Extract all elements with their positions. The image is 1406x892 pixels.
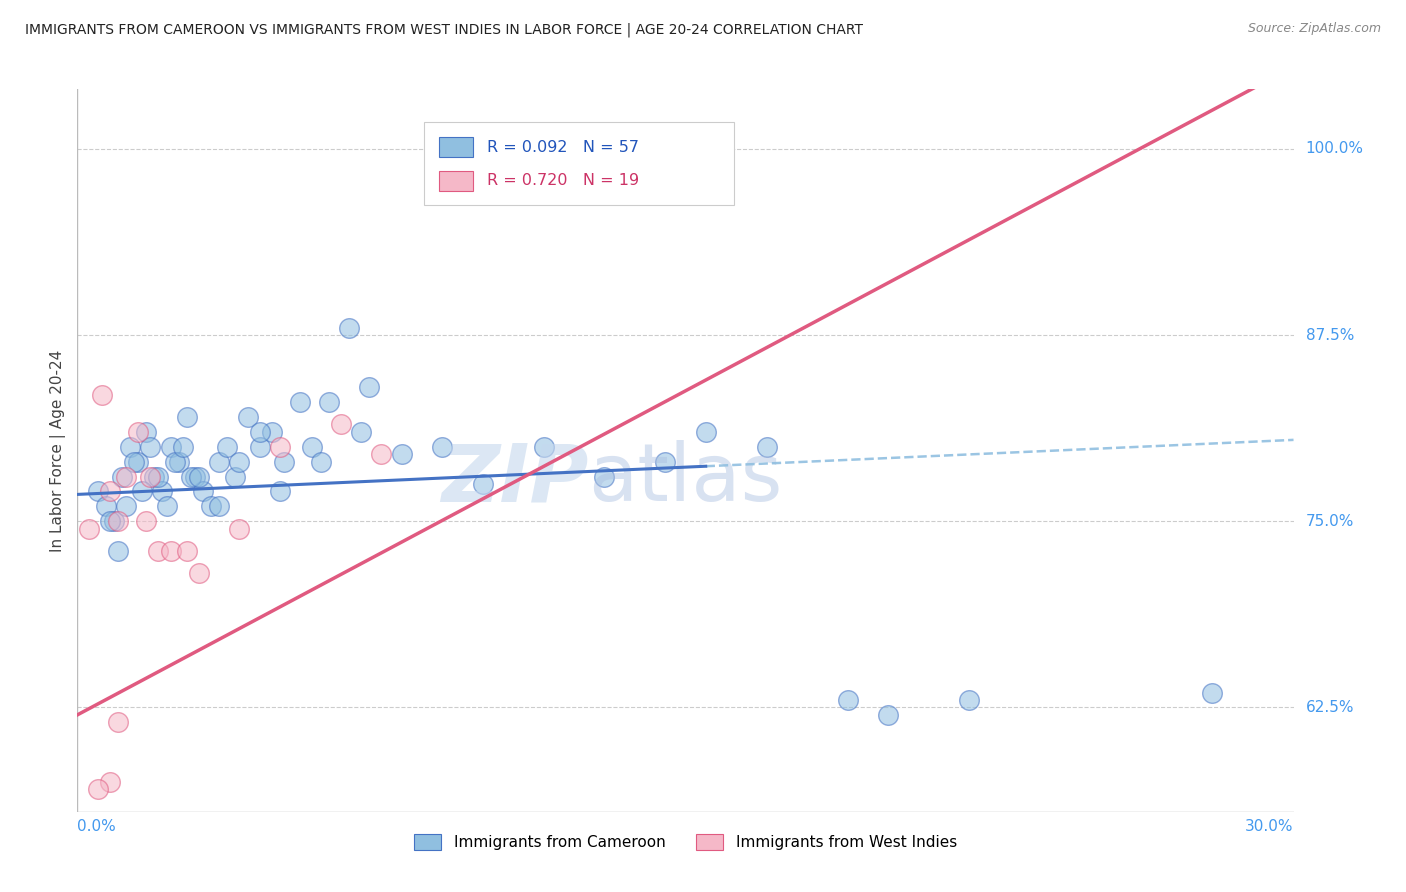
Point (90, 387, 112, 401)
Point (122, 455, 145, 469)
Point (176, 544, 198, 558)
Text: 87.5%: 87.5% (1306, 327, 1354, 343)
Point (98, 775, 121, 789)
Point (755, 440, 778, 454)
Point (217, 440, 239, 454)
Point (695, 425, 717, 439)
Point (107, 715, 129, 730)
Point (159, 544, 181, 558)
Point (131, 484, 153, 499)
Point (107, 544, 129, 558)
Point (877, 707, 900, 722)
Point (163, 455, 186, 469)
Point (188, 566, 211, 581)
Text: 75.0%: 75.0% (1306, 514, 1354, 529)
FancyBboxPatch shape (425, 121, 734, 205)
Text: 0.0%: 0.0% (77, 819, 117, 834)
Point (228, 522, 250, 536)
Point (249, 425, 271, 439)
Point (837, 693, 859, 707)
FancyBboxPatch shape (439, 136, 472, 157)
Point (127, 455, 149, 469)
Point (269, 484, 291, 499)
Point (172, 440, 194, 454)
Point (391, 447, 413, 461)
Point (430, 440, 453, 454)
Text: atlas: atlas (588, 441, 783, 518)
Point (208, 455, 231, 469)
Point (115, 469, 138, 483)
Point (273, 455, 295, 469)
Point (111, 469, 134, 483)
Text: R = 0.720   N = 19: R = 0.720 N = 19 (488, 173, 640, 188)
Point (148, 469, 170, 483)
Point (533, 440, 555, 454)
Legend: Immigrants from Cameroon, Immigrants from West Indies: Immigrants from Cameroon, Immigrants fro… (408, 828, 963, 856)
Point (98, 514, 121, 528)
Point (236, 409, 259, 424)
Point (208, 500, 231, 514)
Text: 100.0%: 100.0% (1306, 141, 1364, 156)
Point (260, 425, 283, 439)
Text: R = 0.092   N = 57: R = 0.092 N = 57 (488, 139, 640, 154)
Text: ZIP: ZIP (440, 441, 588, 518)
Point (191, 484, 214, 499)
Point (127, 425, 149, 439)
Point (654, 455, 676, 469)
Point (176, 409, 198, 424)
Point (98, 484, 121, 499)
Point (180, 469, 202, 483)
Point (471, 477, 494, 491)
Point (337, 320, 360, 334)
Point (86, 782, 108, 797)
Point (167, 455, 190, 469)
Point (329, 417, 352, 432)
Point (228, 455, 250, 469)
Point (350, 425, 373, 439)
Point (359, 380, 381, 394)
Point (593, 469, 616, 483)
FancyBboxPatch shape (439, 171, 472, 191)
Point (269, 440, 291, 454)
Point (290, 395, 312, 409)
Point (139, 469, 162, 483)
Point (152, 484, 174, 499)
Point (159, 440, 181, 454)
Point (309, 455, 332, 469)
Point (318, 395, 340, 409)
Point (103, 514, 125, 528)
Point (135, 425, 157, 439)
Text: 30.0%: 30.0% (1246, 819, 1294, 834)
Point (184, 469, 207, 483)
Point (1201, 685, 1223, 699)
Point (301, 440, 323, 454)
Point (224, 469, 246, 483)
Point (94, 500, 117, 514)
Point (118, 440, 141, 454)
Point (148, 544, 170, 558)
Point (86, 484, 108, 499)
Point (249, 440, 271, 454)
Point (155, 500, 177, 514)
Text: 62.5%: 62.5% (1306, 700, 1354, 715)
Point (188, 469, 211, 483)
Point (115, 500, 138, 514)
Point (79, 522, 101, 536)
Text: IMMIGRANTS FROM CAMEROON VS IMMIGRANTS FROM WEST INDIES IN LABOR FORCE | AGE 20-: IMMIGRANTS FROM CAMEROON VS IMMIGRANTS F… (25, 22, 863, 37)
Point (143, 469, 166, 483)
Point (107, 514, 129, 528)
Point (957, 693, 980, 707)
Point (370, 447, 392, 461)
Point (135, 514, 157, 528)
Point (200, 500, 222, 514)
Text: Source: ZipAtlas.com: Source: ZipAtlas.com (1247, 22, 1381, 36)
Point (139, 440, 162, 454)
Y-axis label: In Labor Force | Age 20-24: In Labor Force | Age 20-24 (51, 350, 66, 551)
